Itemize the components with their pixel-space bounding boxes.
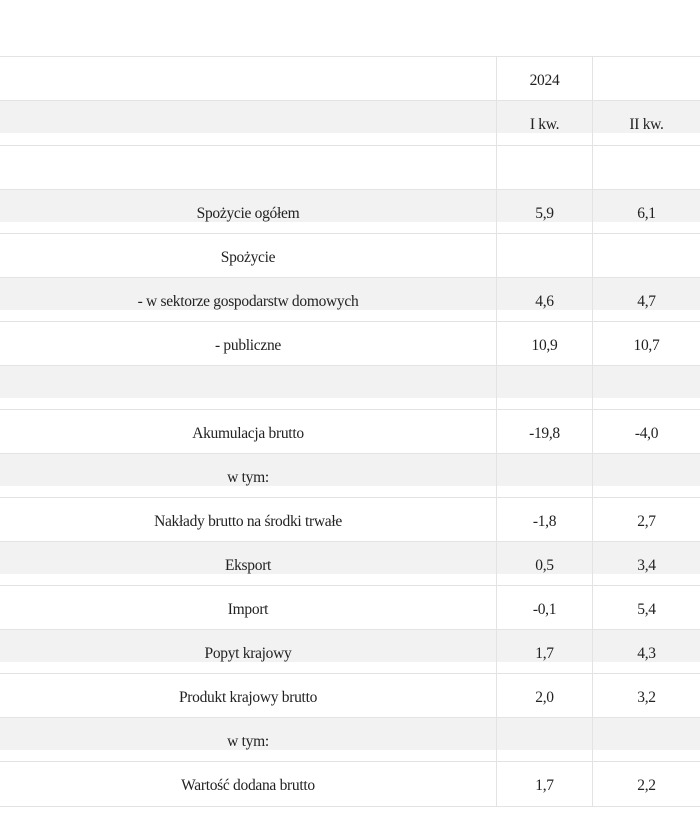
table-row: Wartość dodana brutto 1,7 2,2: [0, 762, 700, 806]
table-row: w tym:: [0, 454, 700, 498]
table-row: Akumulacja brutto -19,8 -4,0: [0, 410, 700, 454]
row-label: [0, 146, 497, 189]
row-value-q2: 3,4: [637, 556, 656, 574]
row-label: [0, 366, 497, 409]
row-label: Spożycie: [0, 234, 497, 277]
row-label: Spożycie ogółem: [0, 190, 497, 233]
row-value-q2: 5,4: [637, 600, 656, 618]
row-value-q1: [497, 454, 593, 497]
row-label: w tym:: [0, 718, 497, 761]
row-value-q2: 2,2: [637, 777, 656, 794]
table-row: Eksport 0,5 3,4: [0, 542, 700, 586]
row-label: Popyt krajowy: [0, 630, 497, 673]
header-label-cell: [0, 101, 497, 145]
row-label: - w sektorze gospodarstw domowych: [0, 278, 497, 321]
header-row-quarters: I kw. II kw.: [0, 101, 700, 146]
gdp-table: 2024 I kw. II kw. Spożycie ogółem 5,9 6,…: [0, 56, 700, 807]
row-value-q1: -1,8: [497, 498, 593, 541]
row-value-q1: 1,7: [497, 762, 593, 806]
row-label: Wartość dodana brutto: [0, 762, 497, 806]
row-value-q2: [593, 454, 700, 497]
table-row: [0, 366, 700, 410]
row-value-q2: 3,2: [637, 688, 656, 706]
header-year-cont: [593, 57, 700, 100]
table-row: - publiczne 10,9 10,7: [0, 322, 700, 366]
row-value-q1: -19,8: [497, 410, 593, 453]
header-row-year: 2024: [0, 57, 700, 101]
row-value-q1: -0,1: [497, 586, 593, 629]
row-value-q2: 6,1: [637, 204, 656, 222]
row-label: Akumulacja brutto: [0, 410, 497, 453]
row-value-q1: 2,0: [497, 674, 593, 717]
table-row: Spożycie: [0, 234, 700, 278]
table-row: - w sektorze gospodarstw domowych 4,6 4,…: [0, 278, 700, 322]
row-label: - publiczne: [0, 322, 497, 365]
header-quarter-1: I kw.: [497, 101, 593, 145]
row-value-q2: -4,0: [634, 424, 659, 442]
row-value-q1: 4,6: [497, 278, 593, 321]
row-value-q1: 5,9: [497, 190, 593, 233]
table-row: Import -0,1 5,4: [0, 586, 700, 630]
row-value-q2: 4,7: [637, 292, 656, 310]
header-quarter-2: II kw.: [629, 116, 664, 133]
table-row: [0, 146, 700, 190]
row-value-q2: 10,7: [633, 336, 660, 354]
header-year: 2024: [497, 57, 593, 100]
row-value-q1: 0,5: [497, 542, 593, 585]
row-value-q2: [593, 366, 700, 409]
header-label-cell: [0, 57, 497, 100]
row-value-q2: [593, 718, 700, 761]
table-row: Spożycie ogółem 5,9 6,1: [0, 190, 700, 234]
row-value-q2: [593, 146, 700, 189]
row-label: Import: [0, 586, 497, 629]
row-value-q1: [497, 718, 593, 761]
row-value-q1: [497, 146, 593, 189]
row-value-q2: 4,3: [637, 644, 656, 662]
row-value-q1: 10,9: [497, 322, 593, 365]
row-value-q1: [497, 234, 593, 277]
row-value-q1: 1,7: [497, 630, 593, 673]
row-label: Nakłady brutto na środki trwałe: [0, 498, 497, 541]
row-label: w tym:: [0, 454, 497, 497]
row-value-q1: [497, 366, 593, 409]
table-row: Popyt krajowy 1,7 4,3: [0, 630, 700, 674]
table-row: Nakłady brutto na środki trwałe -1,8 2,7: [0, 498, 700, 542]
table-row: Produkt krajowy brutto 2,0 3,2: [0, 674, 700, 718]
row-value-q2: 2,7: [637, 512, 656, 530]
row-label: Eksport: [0, 542, 497, 585]
row-value-q2: [593, 234, 700, 277]
table-row: w tym:: [0, 718, 700, 762]
row-label: Produkt krajowy brutto: [0, 674, 497, 717]
